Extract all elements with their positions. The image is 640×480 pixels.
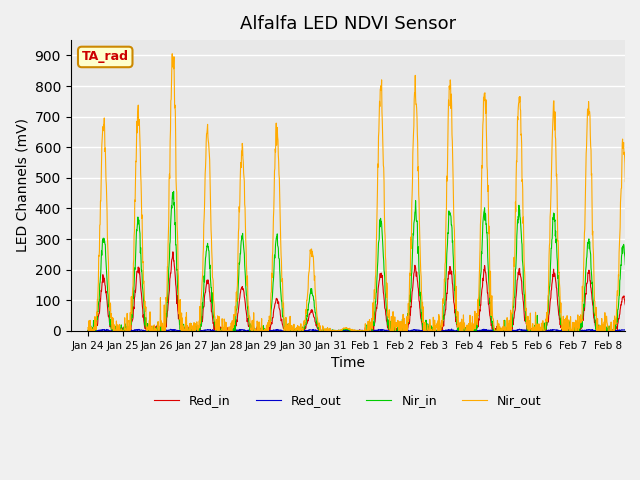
Nir_out [335, 328, 343, 334]
Nir_in [184, 328, 191, 334]
Line: Nir_in: Nir_in [88, 192, 640, 331]
Red_out [639, 328, 640, 334]
Red_in [467, 328, 474, 334]
X-axis label: Time: Time [331, 356, 365, 370]
Nir_out [184, 325, 191, 331]
Nir_in [170, 189, 177, 194]
Red_in [368, 325, 376, 331]
Red_out [467, 328, 474, 334]
Line: Red_in: Red_in [88, 252, 640, 331]
Nir_in [467, 320, 474, 326]
Red_out [335, 328, 342, 334]
Nir_out [95, 252, 102, 258]
Y-axis label: LED Channels (mV): LED Channels (mV) [15, 119, 29, 252]
Red_out [183, 328, 191, 334]
Line: Red_out: Red_out [88, 329, 640, 331]
Red_in [95, 313, 102, 319]
Legend: Red_in, Red_out, Nir_in, Nir_out: Red_in, Red_out, Nir_in, Nir_out [149, 389, 547, 412]
Nir_out [604, 321, 611, 326]
Nir_out [467, 320, 474, 325]
Red_in [84, 328, 92, 334]
Nir_in [639, 328, 640, 334]
Nir_out [168, 51, 176, 57]
Nir_in [603, 325, 611, 331]
Red_out [448, 326, 456, 332]
Red_in [603, 328, 611, 334]
Nir_in [84, 328, 92, 334]
Red_out [84, 328, 92, 334]
Red_out [603, 328, 611, 334]
Red_in [335, 328, 343, 334]
Nir_in [368, 324, 376, 330]
Title: Alfalfa LED NDVI Sensor: Alfalfa LED NDVI Sensor [240, 15, 456, 33]
Nir_in [335, 327, 343, 333]
Line: Nir_out: Nir_out [88, 54, 640, 331]
Nir_out [84, 328, 92, 334]
Red_in [184, 328, 191, 334]
Nir_in [95, 302, 102, 308]
Nir_out [639, 328, 640, 334]
Nir_out [369, 326, 376, 332]
Red_out [368, 328, 376, 334]
Red_in [639, 328, 640, 334]
Red_out [95, 327, 102, 333]
Nir_out [84, 324, 92, 330]
Red_in [169, 249, 177, 255]
Text: TA_rad: TA_rad [82, 50, 129, 63]
